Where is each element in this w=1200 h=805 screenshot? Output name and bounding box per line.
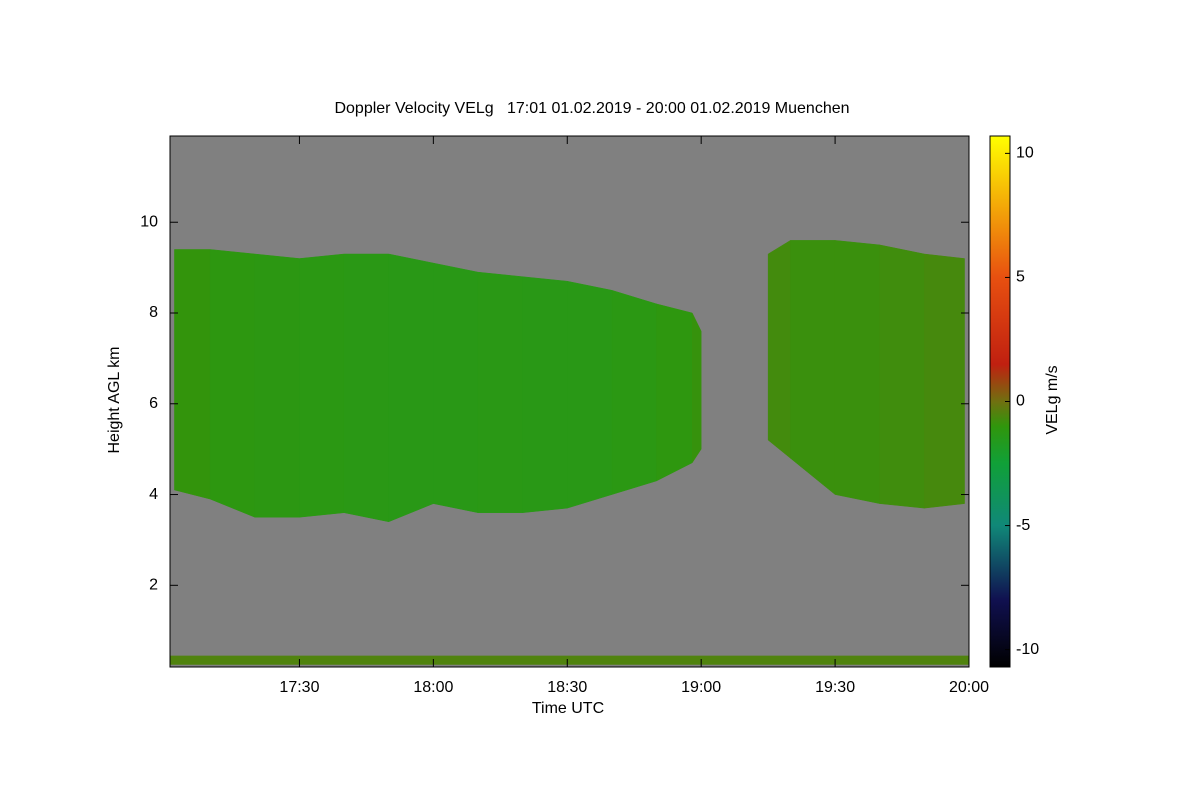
cloud-segment <box>343 253 389 523</box>
x-axis-label: Time UTC <box>532 700 604 717</box>
y-tick-label: 8 <box>149 304 158 321</box>
cloud-segment <box>790 240 836 496</box>
cloud-segment <box>692 312 702 464</box>
colorbar-tick-label: -10 <box>1016 641 1039 658</box>
cloud-segment <box>834 240 880 504</box>
colorbar-tick-label: 5 <box>1016 269 1025 286</box>
x-tick-label: 18:00 <box>413 679 453 696</box>
y-axis-label: Height AGL km <box>106 346 123 453</box>
cloud-segment <box>174 249 211 500</box>
cloud-segment <box>656 303 693 482</box>
chart-title: Doppler Velocity VELg 17:01 01.02.2019 -… <box>334 100 849 117</box>
cloud-segment <box>567 280 613 509</box>
cloud-segment <box>879 244 925 509</box>
surface-layer <box>170 655 969 665</box>
cloud-segment <box>522 276 568 513</box>
x-tick-label: 18:30 <box>547 679 587 696</box>
colorbar-tick-label: 10 <box>1016 145 1034 162</box>
colorbar-tick-label: -5 <box>1016 517 1030 534</box>
y-tick-label: 4 <box>149 486 158 503</box>
cloud-segment <box>254 253 300 518</box>
colorbar-tick-label: 0 <box>1016 393 1025 410</box>
x-tick-label: 17:30 <box>279 679 319 696</box>
y-tick-label: 10 <box>140 213 158 230</box>
cloud-segment <box>767 239 791 459</box>
plot-frame <box>169 135 970 668</box>
cloud-segment <box>388 253 434 523</box>
y-tick-label: 6 <box>149 395 158 412</box>
cloud-segment <box>433 262 479 513</box>
cloud-segment <box>924 253 965 509</box>
x-tick-label: 20:00 <box>949 679 989 696</box>
colorbar-label: VELg m/s <box>1044 365 1061 434</box>
cloud-segment <box>209 249 256 518</box>
cloud-segment <box>477 271 523 513</box>
x-tick-label: 19:00 <box>681 679 721 696</box>
x-tick-label: 19:30 <box>815 679 855 696</box>
cloud-segment <box>299 253 345 518</box>
y-tick-label: 2 <box>149 577 158 594</box>
cloud-segment <box>611 289 657 495</box>
